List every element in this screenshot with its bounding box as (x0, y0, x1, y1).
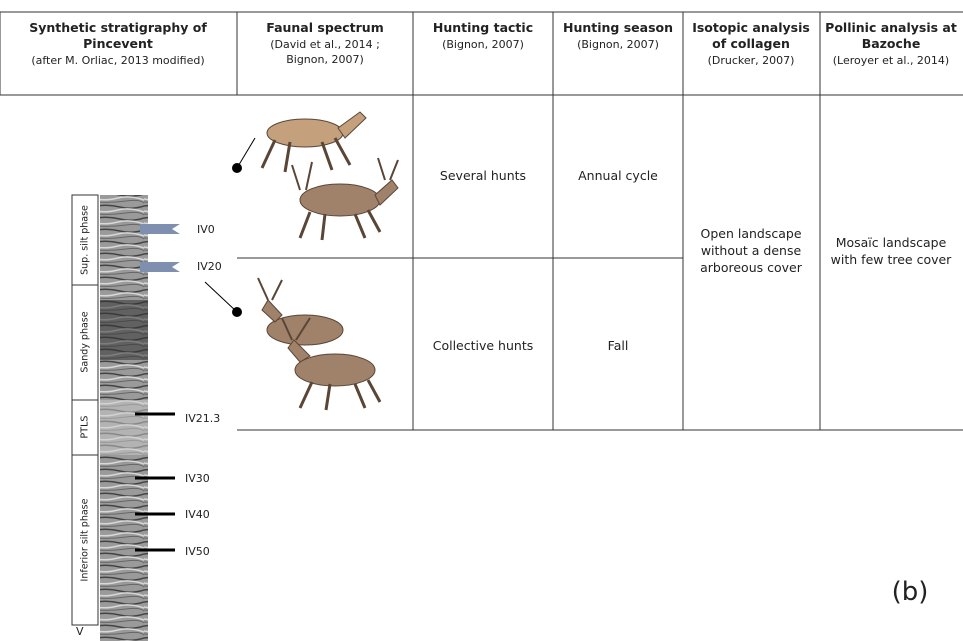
isotopic-text: Open landscape (700, 226, 801, 241)
hunting-season: Fall (608, 338, 629, 353)
level-label: IV40 (185, 508, 210, 521)
header-title: Pollinic analysis at (825, 20, 957, 35)
header-source: (Bignon, 2007) (442, 38, 524, 51)
header-title: Hunting tactic (433, 20, 533, 35)
table-grid (0, 11, 963, 431)
isotopic-text: without a dense (701, 243, 802, 258)
phase-label: Sup. silt phase (80, 205, 91, 275)
header-title: Bazoche (862, 36, 921, 51)
header-title: Synthetic stratigraphy of (29, 20, 207, 35)
pollinic-text: with few tree cover (831, 252, 953, 267)
header-title: Isotopic analysis (692, 20, 810, 35)
header-source: (Bignon, 2007) (577, 38, 659, 51)
header-source: (after M. Orliac, 2013 modified) (31, 54, 204, 67)
header-title: of collagen (712, 36, 790, 51)
hunting-tactic: Several hunts (440, 168, 526, 183)
pollinic-text: Mosaïc landscape (836, 235, 947, 250)
level-label: IV50 (185, 545, 210, 558)
phase-label: Inferior silt phase (80, 498, 91, 581)
hunting-tactic: Collective hunts (433, 338, 534, 353)
isotopic-text: arboreous cover (700, 260, 803, 275)
phase-label: Sandy phase (80, 311, 91, 372)
header-title: Hunting season (563, 20, 673, 35)
header-source: (Leroyer et al., 2014) (833, 54, 949, 67)
panel-label: (b) (892, 577, 929, 607)
header-title: Pincevent (83, 36, 153, 51)
phase-label: PTLS (80, 416, 91, 439)
header-source: (David et al., 2014 ; (270, 38, 380, 51)
level-label: V (76, 625, 84, 638)
header-title: Faunal spectrum (266, 20, 383, 35)
stratigraphy (71, 194, 240, 641)
hunting-season: Annual cycle (578, 168, 658, 183)
header-source: (Drucker, 2007) (708, 54, 795, 67)
level-label: IV21.3 (185, 412, 220, 425)
connectors (204, 137, 256, 317)
level-label: IV30 (185, 472, 210, 485)
level-label: IV0 (197, 223, 215, 236)
level-label: IV20 (197, 260, 222, 273)
animal-illustrations (257, 111, 399, 411)
header-source: Bignon, 2007) (286, 53, 364, 66)
